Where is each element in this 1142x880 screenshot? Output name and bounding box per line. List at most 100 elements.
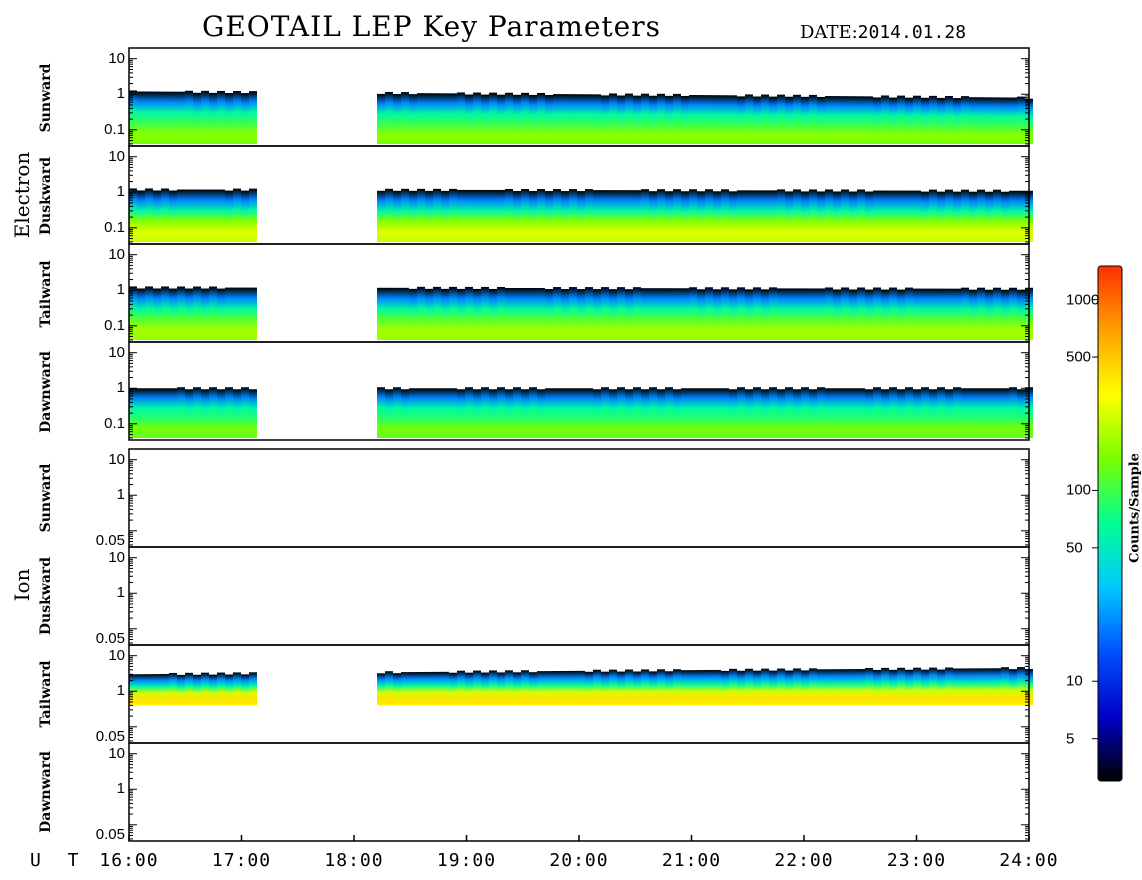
spectrogram-column (905, 190, 913, 242)
spectrogram-column (185, 189, 193, 242)
spectrogram-column (377, 190, 385, 242)
y-tick-label: 1 (116, 780, 125, 798)
spectrogram-column (985, 668, 993, 706)
spectrogram-column (161, 674, 169, 706)
spectrogram-column (961, 189, 969, 242)
spectrogram-column (513, 190, 521, 242)
spectrogram-column (777, 389, 785, 438)
spectrogram-column (921, 288, 929, 340)
spectrogram-column (481, 672, 489, 706)
spectrogram-column (545, 191, 553, 242)
spectrogram-column (249, 287, 257, 340)
spectrogram-column (401, 287, 409, 340)
spectrogram-column (873, 387, 881, 438)
spectrogram-column (737, 190, 745, 242)
spectrogram-column (841, 388, 849, 438)
spectrogram-column (753, 387, 761, 438)
colorbar-tick-label: 1000 (1066, 291, 1100, 309)
spectrogram-column (433, 93, 441, 144)
spectrogram-column (465, 286, 473, 340)
spectrogram-column (913, 190, 921, 242)
spectrogram-column (945, 667, 953, 706)
spectrogram-column (193, 674, 201, 706)
spectrogram-column (153, 388, 161, 438)
panel-label-electron-dawnward: Dawnward (38, 351, 54, 433)
spectrogram-column (425, 190, 433, 242)
spectrogram-column (865, 389, 873, 438)
spectrogram-column (993, 388, 1001, 438)
spectrogram-column (609, 389, 617, 438)
spectrogram-column (921, 387, 929, 438)
spectrogram-column (697, 191, 705, 242)
spectrogram-column (129, 188, 137, 242)
spectrogram-column (777, 668, 785, 706)
panel-frame (128, 742, 1030, 842)
spectrogram-column (433, 286, 441, 340)
spectrogram-column (657, 189, 665, 242)
spectrogram-column (169, 388, 177, 438)
spectrogram-column (889, 387, 897, 438)
spectrogram-column (969, 388, 977, 438)
spectrogram-column (745, 289, 753, 340)
spectrogram-column (433, 388, 441, 438)
spectrogram-column (833, 388, 841, 438)
spectrogram-column (641, 288, 649, 340)
spectrogram-column (201, 389, 209, 438)
spectrogram-column (449, 672, 457, 706)
spectrogram-column (849, 96, 857, 144)
y-tick-label: 10 (108, 548, 125, 566)
spectrogram-column (985, 289, 993, 340)
spectrogram-column (241, 190, 249, 242)
spectrogram-column (177, 387, 185, 438)
spectrogram-column (129, 90, 137, 144)
spectrogram-column (233, 389, 241, 438)
panel-label-ion-dawnward: Dawnward (38, 751, 54, 833)
spectrogram-column (617, 287, 625, 340)
colorbar-tick-label: 500 (1066, 348, 1092, 366)
spectrogram-column (713, 388, 721, 438)
spectrogram-column (793, 189, 801, 242)
spectrogram-column (817, 288, 825, 340)
spectrogram-column (425, 288, 433, 340)
spectrogram-column (409, 94, 417, 144)
spectrogram-column (705, 670, 713, 706)
spectrogram-column (713, 95, 721, 144)
spectrogram-column (1017, 96, 1025, 144)
spectrogram-column (217, 389, 225, 438)
spectrogram-column (561, 94, 569, 144)
spectrogram-column (849, 289, 857, 340)
spectrogram-column (745, 94, 753, 144)
y-tick-label: 0.1 (104, 414, 125, 432)
spectrogram-column (457, 389, 465, 438)
panel-label-electron-sunward: Sunward (38, 63, 54, 133)
spectrogram-column (705, 388, 713, 438)
spectrogram-column (977, 287, 985, 340)
spectrogram-column (753, 287, 761, 340)
spectrogram-column (737, 287, 745, 340)
spectrogram-column (1009, 669, 1017, 706)
spectrogram-column (537, 389, 545, 438)
spectrogram-column (137, 190, 145, 242)
date-readout: DATE:2014.01.28 (800, 22, 966, 43)
spectrogram-column (193, 189, 201, 242)
spectrogram-column (497, 189, 505, 242)
spectrogram-column (665, 95, 673, 144)
spectrogram-column (953, 668, 961, 706)
spectrogram-column (881, 667, 889, 706)
spectrogram-column (593, 669, 601, 706)
spectrogram-column (833, 191, 841, 242)
spectrogram-column (601, 95, 609, 144)
spectrogram-column (785, 670, 793, 706)
spectrogram-column (209, 387, 217, 438)
spectrogram-column (977, 97, 985, 144)
spectrogram-column (537, 671, 545, 706)
spectrogram-column (425, 93, 433, 144)
spectrogram-column (713, 289, 721, 340)
spectrogram-column (841, 669, 849, 706)
spectrogram-column (585, 287, 593, 340)
spectrogram-column (497, 387, 505, 438)
spectrogram-column (185, 90, 193, 144)
y-tick-label: 1 (116, 584, 125, 602)
spectrogram-column (513, 387, 521, 438)
spectrogram-column (385, 287, 393, 340)
